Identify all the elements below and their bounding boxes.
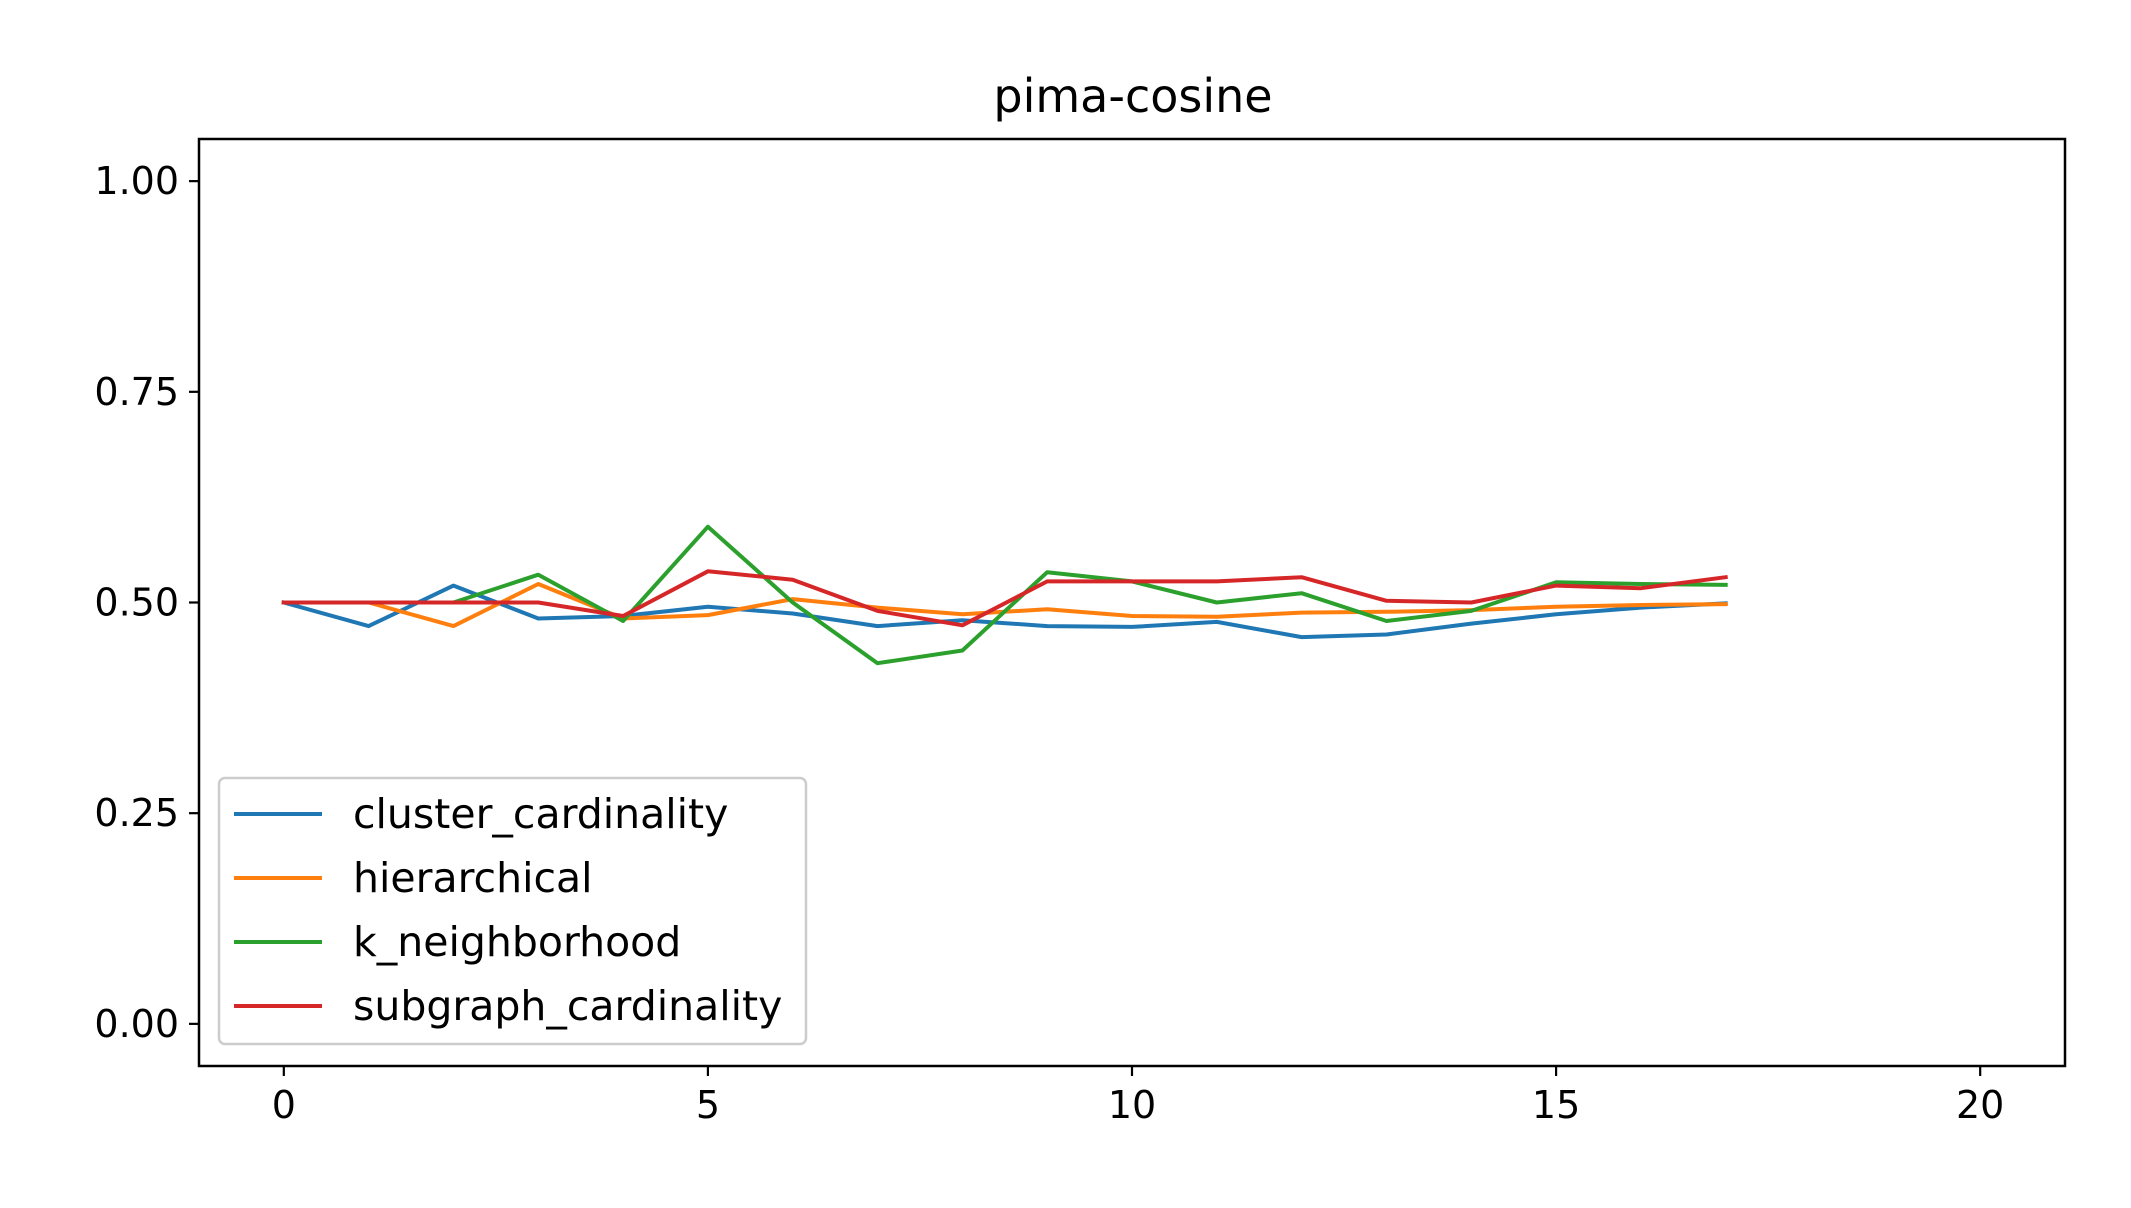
x-tick-label: 15 (1532, 1083, 1580, 1127)
legend: cluster_cardinality hierarchical k_neighbo… (217, 776, 808, 1046)
y-tick-label: 0.00 (94, 1002, 179, 1046)
series-line-cluster-cardinality (281, 583, 1728, 640)
x-axis: 0 5 10 15 20 (272, 1066, 2004, 1127)
x-tick-label: 0 (272, 1083, 296, 1127)
x-tick-label: 5 (696, 1083, 720, 1127)
x-tick-label: 10 (1108, 1083, 1156, 1127)
y-tick-label: 0.25 (94, 791, 179, 835)
series-layer (281, 524, 1728, 666)
legend-label: subgraph_cardinality (353, 982, 782, 1030)
series-line-k-neighborhood (281, 524, 1728, 666)
y-tick-label: 1.00 (94, 159, 179, 203)
legend-label: hierarchical (353, 854, 593, 902)
series-line-subgraph-cardinality (281, 569, 1728, 628)
plot-frame (197, 137, 2067, 1068)
legend-label: cluster_cardinality (353, 790, 728, 838)
y-tick-label: 0.50 (94, 581, 179, 625)
y-axis: 0.00 0.25 0.50 0.75 1.00 (94, 159, 199, 1046)
legend-box (217, 776, 808, 1046)
chart-title: pima-cosine (993, 69, 1272, 123)
y-tick-label: 0.75 (94, 370, 179, 414)
legend-label: k_neighborhood (353, 918, 681, 966)
x-tick-label: 20 (1956, 1083, 2004, 1127)
